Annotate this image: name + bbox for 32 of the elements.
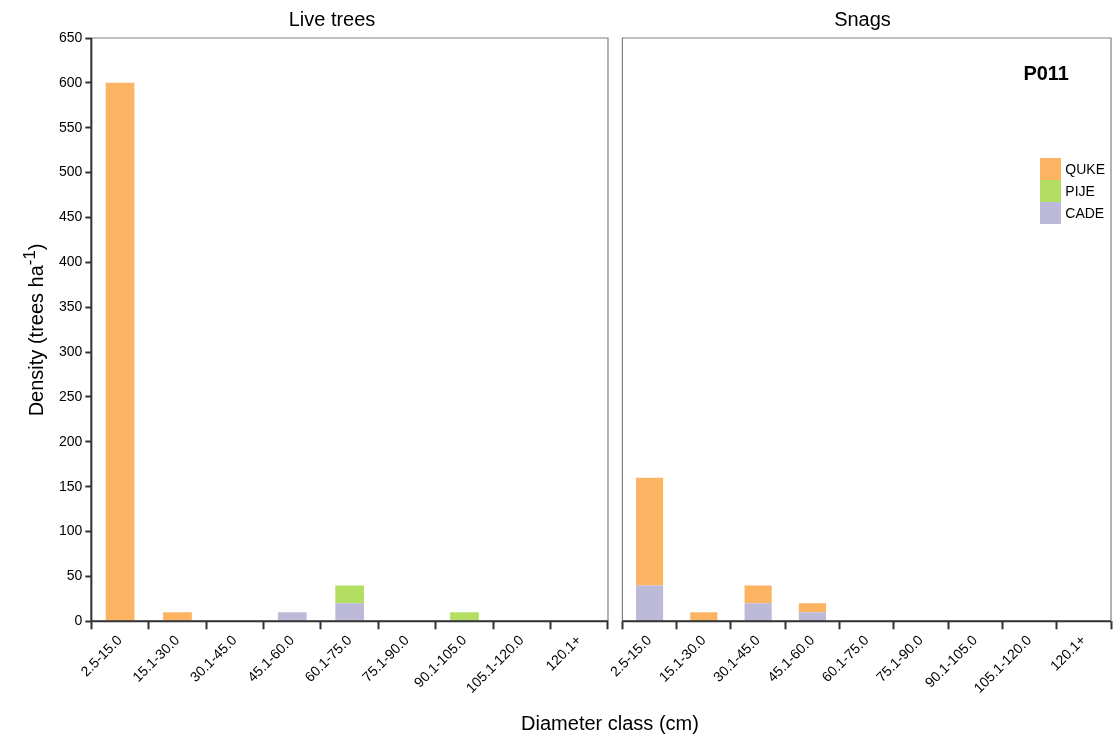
y-tick-label: 350 bbox=[59, 298, 83, 315]
bar bbox=[335, 585, 365, 604]
legend-label: CADE bbox=[1065, 205, 1105, 221]
y-tick-label: 500 bbox=[59, 163, 83, 180]
bar bbox=[744, 603, 772, 622]
bar bbox=[744, 585, 772, 604]
legend-label: QUKE bbox=[1065, 161, 1105, 177]
y-tick-label: 100 bbox=[59, 522, 83, 539]
y-tick-label: 250 bbox=[59, 387, 83, 404]
bar bbox=[335, 603, 365, 621]
bar bbox=[450, 612, 479, 621]
bar bbox=[277, 612, 307, 621]
bar bbox=[105, 82, 135, 621]
legend-label: PIJE bbox=[1065, 183, 1095, 199]
y-tick-label: 650 bbox=[59, 28, 83, 45]
y-tick-label: 300 bbox=[59, 342, 83, 359]
annotation: P011 bbox=[1023, 61, 1069, 84]
y-tick-label: 450 bbox=[59, 208, 83, 225]
y-tick-label: 50 bbox=[66, 567, 83, 584]
chart-title: Live trees bbox=[288, 7, 376, 30]
bar bbox=[635, 477, 664, 586]
bar bbox=[798, 603, 826, 613]
y-tick-label: 200 bbox=[59, 432, 83, 449]
y-tick-label: 550 bbox=[59, 118, 83, 135]
bar bbox=[635, 585, 664, 622]
y-tick-label: 150 bbox=[59, 477, 83, 494]
y-tick-label: 600 bbox=[59, 73, 83, 90]
y-tick-label: 400 bbox=[59, 253, 83, 270]
bar bbox=[163, 612, 192, 621]
x-axis-title: Diameter class (cm) bbox=[521, 712, 699, 735]
chart-title: Snags bbox=[834, 7, 891, 30]
y-tick-label: 0 bbox=[74, 612, 83, 629]
